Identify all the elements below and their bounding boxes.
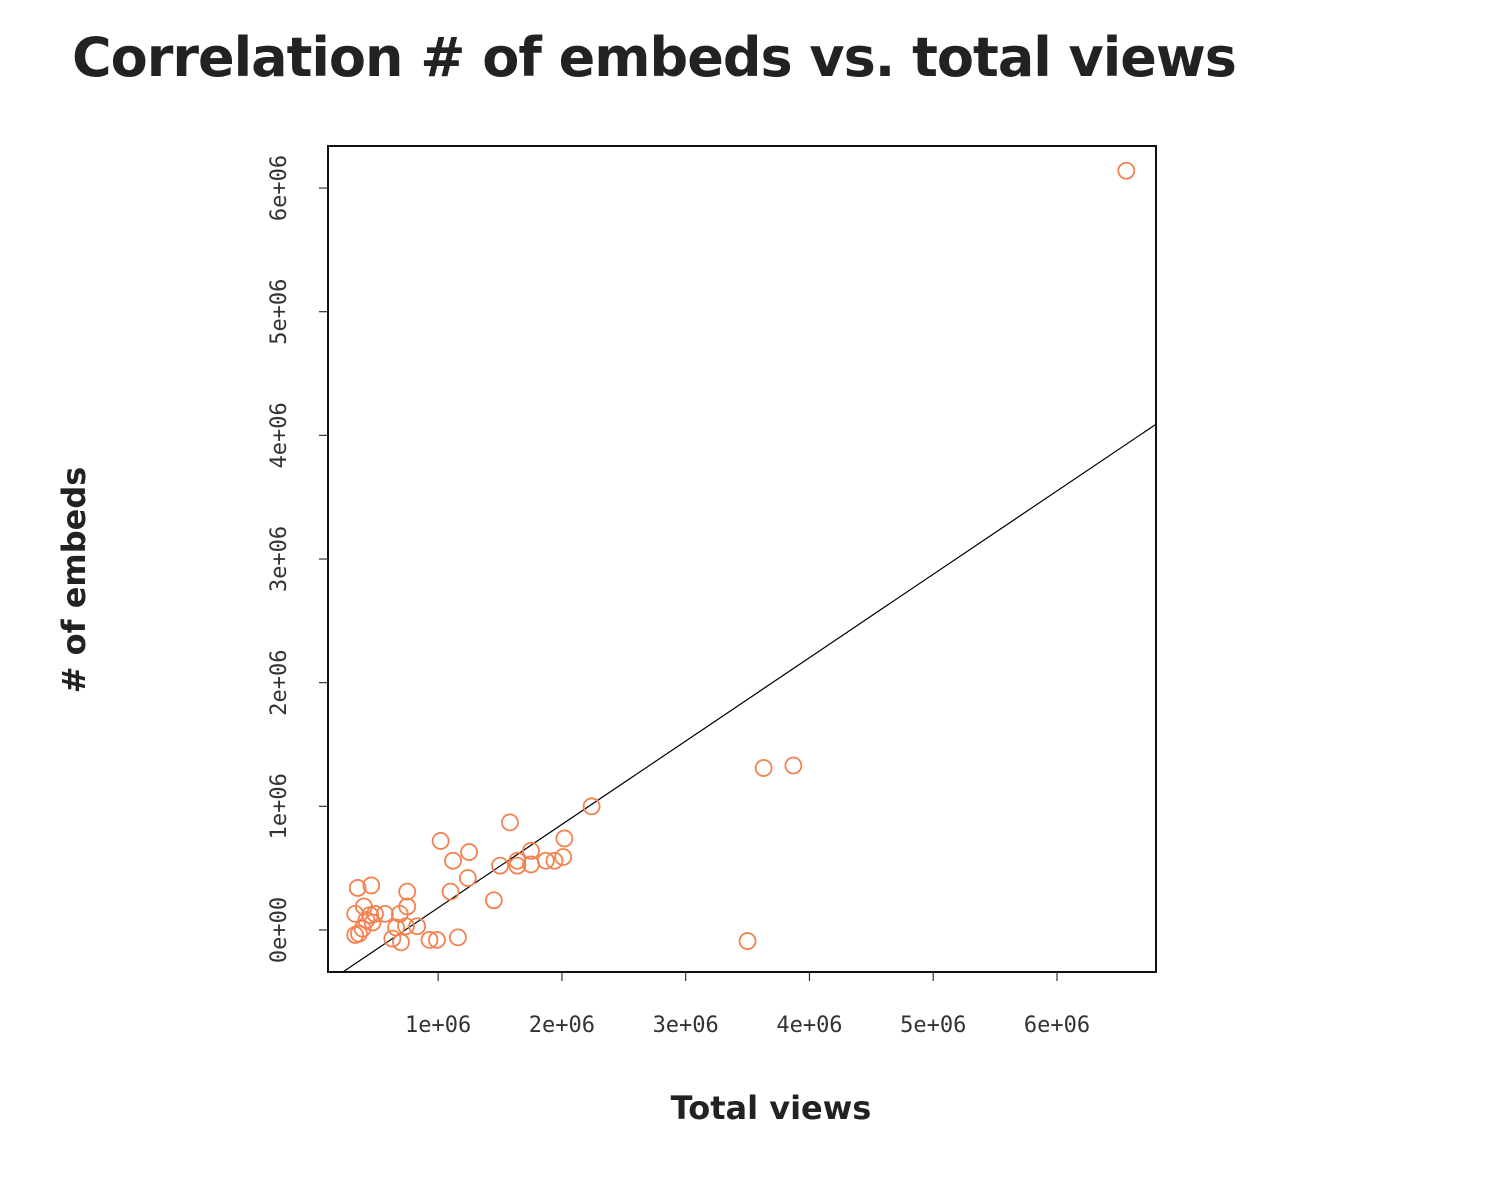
- chart-title: Correlation # of embeds vs. total views: [72, 26, 1237, 89]
- data-point: [484, 891, 503, 910]
- data-point: [398, 897, 417, 916]
- data-point: [397, 917, 415, 936]
- data-point: [555, 829, 574, 848]
- data-point: [348, 879, 367, 897]
- x-tick-label: 2e+06: [529, 1013, 595, 1038]
- x-tick-label: 5e+06: [900, 1013, 966, 1038]
- data-point: [754, 759, 773, 777]
- data-point: [441, 882, 460, 901]
- data-point: [491, 856, 509, 875]
- data-point: [398, 882, 417, 901]
- data-point: [366, 904, 384, 923]
- data-point: [508, 851, 527, 870]
- data-point: [431, 832, 450, 850]
- data-point: [501, 813, 519, 832]
- data-point: [784, 756, 803, 775]
- data-point: [350, 924, 368, 943]
- data-point: [536, 851, 555, 870]
- data-point: [392, 933, 410, 952]
- y-tick-label: 6e+06: [267, 155, 292, 221]
- y-tick-label: 2e+06: [267, 650, 292, 716]
- data-point: [444, 851, 462, 870]
- data-point: [362, 876, 381, 895]
- data-point: [376, 904, 394, 923]
- data-point: [460, 843, 478, 861]
- data-point: [1117, 161, 1136, 180]
- data-point: [353, 919, 372, 938]
- data-point: [582, 797, 601, 816]
- data-point: [458, 869, 477, 887]
- y-tick-label: 3e+06: [267, 526, 292, 592]
- data-point: [545, 851, 564, 870]
- data-point: [508, 856, 527, 875]
- y-tick-label: 4e+06: [267, 402, 292, 468]
- data-point: [449, 928, 467, 947]
- y-tick-label: 0e+00: [267, 897, 292, 963]
- data-point: [554, 848, 573, 866]
- plot-frame: [327, 145, 1157, 973]
- data-point: [428, 930, 446, 949]
- regression-line: [342, 423, 1156, 972]
- x-tick-label: 4e+06: [776, 1013, 842, 1038]
- data-point: [383, 929, 402, 948]
- data-point: [363, 913, 382, 932]
- y-tick-label: 1e+06: [267, 773, 292, 839]
- x-tick-label: 6e+06: [1024, 1013, 1090, 1038]
- data-point: [522, 841, 540, 860]
- x-tick-label: 3e+06: [653, 1013, 719, 1038]
- x-tick-label: 1e+06: [405, 1013, 471, 1038]
- y-tick-label: 5e+06: [267, 279, 292, 345]
- x-axis-title: Total views: [671, 1089, 872, 1127]
- data-point: [408, 917, 427, 936]
- data-point: [420, 930, 439, 949]
- data-point: [738, 932, 757, 950]
- y-axis-title: # of embeds: [55, 467, 93, 694]
